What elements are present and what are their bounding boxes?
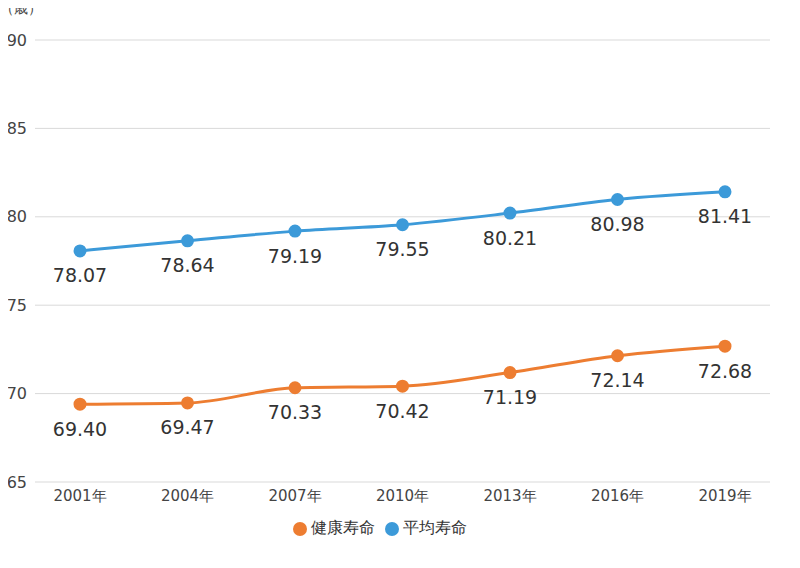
svg-text:2019年: 2019年 xyxy=(698,487,751,505)
svg-text:70: 70 xyxy=(8,384,27,403)
svg-text:85: 85 xyxy=(8,119,27,138)
svg-text:79.19: 79.19 xyxy=(268,245,322,267)
html-text:平均寿命: 平均寿命 xyxy=(403,518,467,537)
svg-text:2001年: 2001年 xyxy=(53,487,106,505)
svg-text:70.42: 70.42 xyxy=(375,400,429,422)
svg-text:72.68: 72.68 xyxy=(698,360,752,382)
html-text:（歳）: （歳） xyxy=(0,0,42,16)
svg-text:69.47: 69.47 xyxy=(160,416,214,438)
svg-text:2004年: 2004年 xyxy=(161,487,214,505)
svg-text:78.64: 78.64 xyxy=(160,254,214,276)
svg-text:78.07: 78.07 xyxy=(53,264,107,286)
svg-text:90: 90 xyxy=(8,31,27,50)
html-text:健康寿命: 健康寿命 xyxy=(311,518,375,537)
svg-text:65: 65 xyxy=(8,473,27,492)
svg-text:72.14: 72.14 xyxy=(590,369,644,391)
svg-text:80.98: 80.98 xyxy=(590,213,644,235)
svg-text:2016年: 2016年 xyxy=(591,487,644,505)
svg-text:69.40: 69.40 xyxy=(53,418,107,440)
svg-text:2013年: 2013年 xyxy=(483,487,536,505)
svg-text:79.55: 79.55 xyxy=(375,238,429,260)
svg-text:80: 80 xyxy=(8,207,27,226)
svg-text:80.21: 80.21 xyxy=(483,227,537,249)
svg-text:2007年: 2007年 xyxy=(268,487,321,505)
svg-text:71.19: 71.19 xyxy=(483,386,537,408)
svg-text:2010年: 2010年 xyxy=(376,487,429,505)
svg-text:70.33: 70.33 xyxy=(268,401,322,423)
svg-text:75: 75 xyxy=(8,296,27,315)
svg-text:81.41: 81.41 xyxy=(698,205,752,227)
